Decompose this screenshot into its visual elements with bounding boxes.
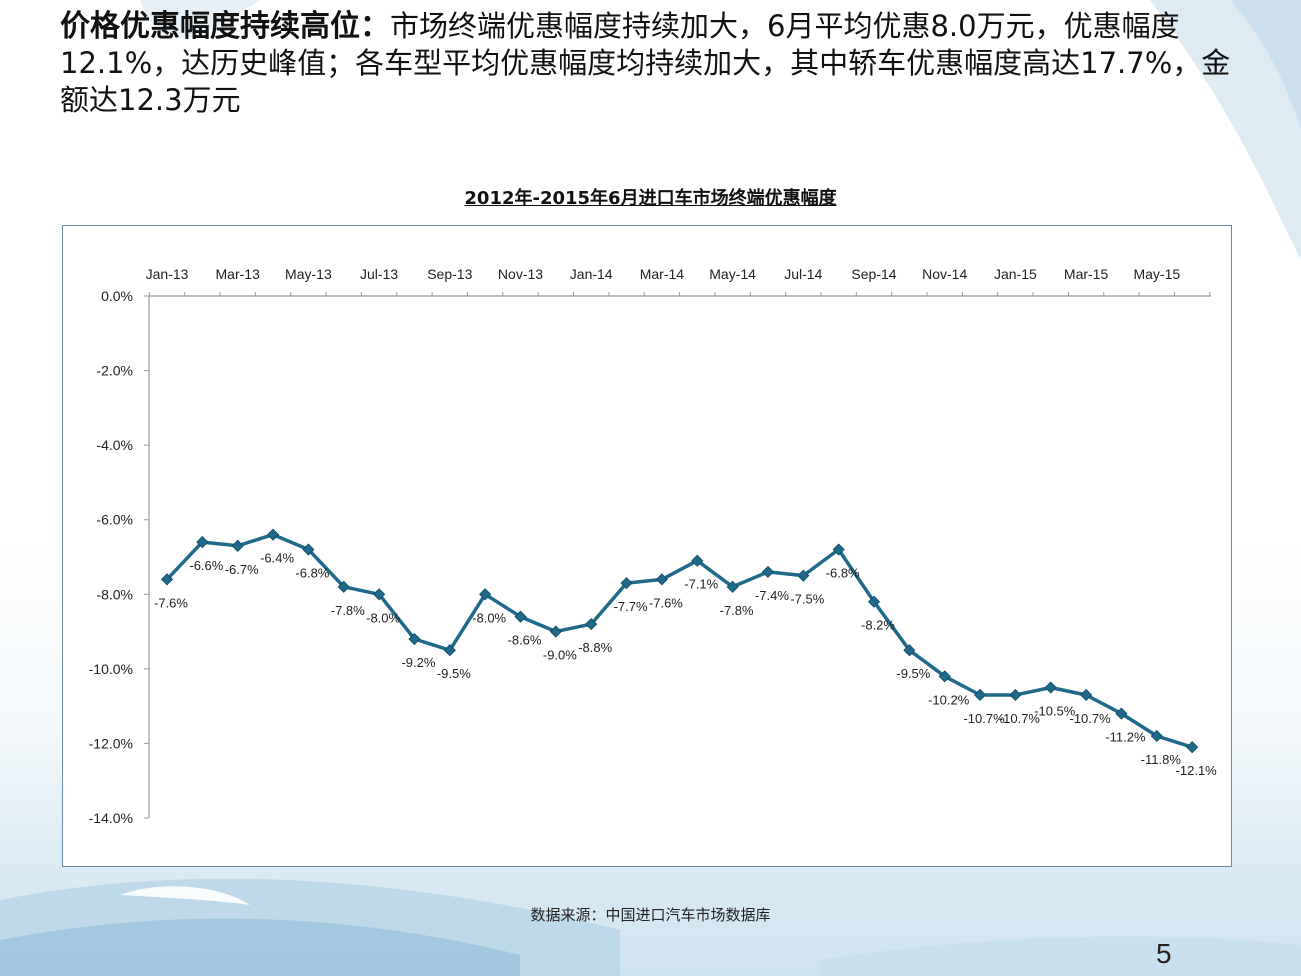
x-tick-label: May-13	[285, 266, 332, 282]
x-tick-label: Nov-14	[922, 266, 967, 282]
data-label: -10.5%	[1034, 704, 1076, 719]
data-label: -12.1%	[1176, 763, 1218, 778]
data-point-marker	[479, 588, 492, 601]
data-point-marker	[373, 588, 386, 601]
x-tick-label: Mar-13	[216, 266, 261, 282]
data-point-marker	[302, 543, 315, 556]
data-label: -7.6%	[154, 595, 188, 610]
data-point-marker	[1080, 688, 1093, 702]
data-label: -10.7%	[999, 711, 1041, 726]
data-label: -8.6%	[508, 633, 542, 648]
data-point-marker	[196, 536, 209, 549]
y-tick-label: -6.0%	[96, 512, 133, 528]
data-label: -7.6%	[649, 595, 683, 610]
data-point-marker	[443, 644, 456, 657]
x-tick-label: Mar-15	[1064, 266, 1109, 282]
data-label: -9.0%	[543, 648, 577, 663]
x-tick-label: Sep-13	[427, 266, 472, 282]
data-label: -6.6%	[189, 558, 223, 573]
line-chart: 0.0% -2.0% -4.0% -6.0% -8.0% -10.0% -12.0% -14.…	[89, 266, 1218, 826]
series-line	[165, 532, 1193, 749]
source-note: 数据来源：中国进口汽车市场数据库	[530, 906, 771, 924]
heading-lead: 价格优惠幅度持续高位：	[60, 9, 390, 44]
data-point-marker	[761, 565, 775, 578]
data-label: -8.8%	[578, 640, 612, 655]
x-tick-label: Mar-14	[640, 266, 685, 282]
data-point-marker	[938, 670, 951, 683]
data-label: -10.7%	[963, 711, 1005, 726]
data-point-marker	[620, 577, 633, 590]
x-tick-label: Jan-14	[570, 266, 613, 282]
x-tick-label: May-15	[1133, 266, 1180, 282]
x-tick-label: May-14	[709, 266, 756, 282]
data-label: -9.2%	[401, 655, 435, 670]
chart-title: 2012年-2015年6月进口车市场终端优惠幅度	[464, 188, 837, 209]
x-tick-label: Jul-14	[784, 266, 822, 282]
data-point-marker	[1009, 688, 1022, 702]
y-tick-label: -10.0%	[89, 661, 133, 677]
data-label: -8.2%	[861, 618, 895, 633]
data-label: -7.1%	[684, 577, 718, 592]
data-point-marker	[1044, 681, 1057, 694]
data-point-marker	[832, 543, 845, 556]
x-tick-label: Jan-13	[146, 266, 189, 282]
data-point-marker	[797, 569, 810, 582]
y-tick-label: 0.0%	[101, 288, 133, 304]
data-point-marker	[1186, 741, 1199, 754]
data-point-marker	[1150, 729, 1163, 743]
data-label: -7.8%	[331, 603, 365, 618]
x-tick-label: Jul-13	[360, 266, 398, 282]
data-point-marker	[1115, 707, 1128, 720]
data-label: -10.7%	[1069, 711, 1111, 726]
data-point-marker	[337, 580, 350, 593]
data-label: -9.5%	[437, 666, 471, 681]
data-label: -6.7%	[225, 562, 259, 577]
data-label: -7.8%	[720, 603, 754, 618]
data-label: -6.4%	[260, 551, 294, 566]
data-point-marker	[549, 625, 562, 638]
data-point-marker	[903, 644, 916, 657]
data-point-marker	[691, 554, 704, 567]
y-tick-label: -14.0%	[89, 810, 133, 826]
data-point-marker	[585, 618, 598, 631]
y-tick-label: -12.0%	[89, 735, 133, 751]
heading-body: 市场终端优惠幅度持续加大，6月平均优惠8.0万元，优惠幅度12.1%，达历史峰值…	[60, 9, 1231, 117]
x-tick-label: Nov-13	[498, 266, 543, 282]
x-tick-label: Sep-14	[851, 266, 896, 282]
data-label: -7.4%	[755, 588, 789, 603]
x-tick-label: Jan-15	[994, 266, 1037, 282]
data-label: -8.0%	[366, 610, 400, 625]
page-number: 5	[1156, 938, 1172, 969]
data-point-marker	[867, 595, 881, 608]
data-point-marker	[726, 580, 739, 593]
data-label: -7.7%	[614, 599, 648, 614]
data-point-marker	[231, 539, 244, 552]
chart-frame: 0.0% -2.0% -4.0% -6.0% -8.0% -10.0% -12.0% -14.…	[62, 225, 1232, 867]
data-label: -8.0%	[472, 610, 506, 625]
data-point-marker	[408, 632, 421, 646]
data-point-marker	[266, 528, 280, 541]
data-label: -7.5%	[790, 592, 824, 607]
y-tick-label: -8.0%	[96, 586, 133, 602]
data-label: -11.2%	[1105, 730, 1146, 745]
data-point-marker	[160, 573, 174, 586]
slide-heading: 价格优惠幅度持续高位：市场终端优惠幅度持续加大，6月平均优惠8.0万元，优惠幅度…	[60, 8, 1245, 119]
data-label: -11.8%	[1141, 752, 1182, 767]
data-point-marker	[973, 688, 987, 702]
data-label: -10.2%	[928, 692, 970, 707]
data-label: -9.5%	[896, 666, 930, 681]
y-tick-label: -4.0%	[96, 437, 133, 453]
data-label: -6.8%	[826, 566, 860, 581]
data-point-marker	[655, 573, 668, 586]
y-tick-label: -2.0%	[96, 363, 133, 379]
data-label: -6.8%	[295, 566, 329, 581]
data-point-marker	[514, 610, 527, 623]
